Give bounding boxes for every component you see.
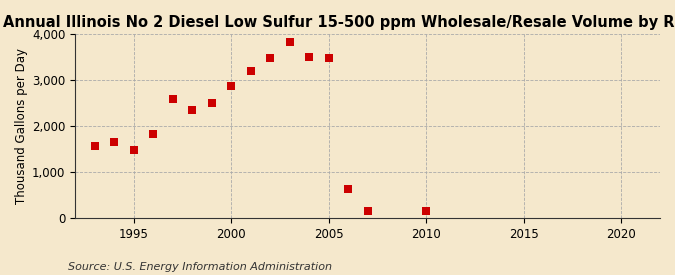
Point bbox=[226, 84, 237, 88]
Point bbox=[362, 209, 373, 213]
Point bbox=[343, 187, 354, 192]
Point bbox=[109, 140, 119, 144]
Point bbox=[323, 56, 334, 60]
Point bbox=[128, 148, 139, 152]
Title: Annual Illinois No 2 Diesel Low Sulfur 15-500 ppm Wholesale/Resale Volume by Ref: Annual Illinois No 2 Diesel Low Sulfur 1… bbox=[3, 15, 675, 30]
Point bbox=[89, 144, 100, 148]
Point bbox=[284, 40, 295, 44]
Point bbox=[265, 56, 275, 60]
Point bbox=[167, 97, 178, 101]
Point bbox=[304, 55, 315, 60]
Point bbox=[207, 100, 217, 105]
Point bbox=[148, 132, 159, 136]
Point bbox=[245, 68, 256, 73]
Text: Source: U.S. Energy Information Administration: Source: U.S. Energy Information Administ… bbox=[68, 262, 331, 272]
Point bbox=[421, 209, 431, 213]
Point bbox=[187, 108, 198, 112]
Y-axis label: Thousand Gallons per Day: Thousand Gallons per Day bbox=[15, 48, 28, 204]
